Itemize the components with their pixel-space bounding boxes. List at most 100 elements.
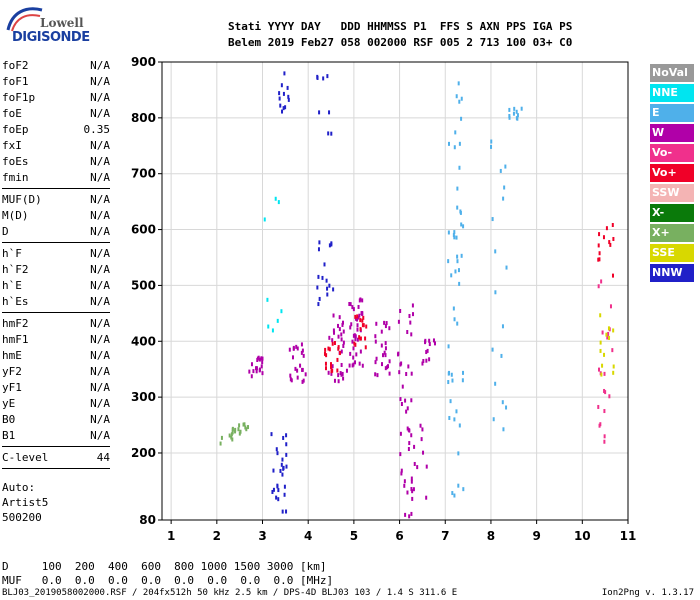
param-label: MUF(D) — [2, 193, 42, 206]
echo-point — [458, 423, 461, 428]
param-label: hmE — [2, 349, 22, 362]
echo-point — [337, 334, 340, 339]
echo-point — [598, 423, 601, 428]
echo-point — [410, 332, 413, 337]
param-label: h`F — [2, 247, 22, 260]
echo-point — [359, 327, 362, 332]
x-tick-label: 5 — [350, 529, 358, 543]
param-row: B0 N/A — [2, 412, 110, 428]
echo-point — [597, 404, 600, 409]
param-value: N/A — [90, 209, 110, 222]
echo-point — [460, 96, 463, 101]
param-value: N/A — [90, 429, 110, 442]
echo-point — [302, 378, 305, 383]
echo-point — [304, 372, 307, 377]
echo-point — [356, 337, 359, 342]
distance-row: D 100 200 400 600 800 1000 1500 3000 [km… — [2, 560, 327, 573]
echo-point — [456, 321, 459, 326]
echo-point — [256, 358, 259, 363]
echo-point — [317, 274, 320, 279]
echo-point — [425, 495, 428, 500]
legend-item-vo-: Vo+ — [650, 164, 694, 182]
echo-point — [450, 372, 453, 377]
echo-point — [599, 340, 602, 345]
echo-point — [400, 468, 403, 473]
echo-point — [282, 465, 285, 470]
echo-point — [384, 324, 387, 329]
echo-point — [276, 451, 279, 456]
echo-point — [403, 479, 406, 484]
auto-code: 500200 — [2, 511, 42, 524]
echo-point — [330, 371, 333, 376]
echo-point — [332, 313, 335, 318]
y-tick-label: 500 — [131, 278, 156, 292]
echo-point — [421, 427, 424, 432]
param-value: N/A — [90, 397, 110, 410]
echo-point — [411, 489, 414, 494]
echo-point — [501, 324, 504, 329]
param-row: h`Es N/A — [2, 294, 110, 310]
echo-point — [383, 350, 386, 355]
echo-point — [382, 353, 385, 358]
echo-point — [288, 347, 291, 352]
param-separator — [2, 188, 110, 189]
echo-point — [380, 362, 383, 367]
echo-point — [278, 91, 281, 96]
echo-point — [327, 131, 330, 136]
echo-point — [277, 497, 280, 502]
echo-point — [457, 81, 460, 86]
echo-point — [408, 313, 411, 318]
echo-point — [285, 442, 288, 447]
param-label: C-level — [2, 451, 49, 464]
echo-point — [272, 487, 275, 492]
echo-point — [291, 355, 294, 360]
echo-point — [502, 196, 505, 201]
x-tick-label: 9 — [532, 529, 540, 543]
echo-point — [250, 362, 253, 367]
echo-point — [400, 402, 403, 407]
y-tick-label: 800 — [131, 111, 156, 125]
echo-point — [360, 311, 363, 316]
echo-point — [383, 320, 386, 325]
echo-point — [228, 433, 231, 438]
echo-point — [458, 165, 461, 170]
echo-point — [422, 450, 425, 455]
echo-point — [328, 243, 331, 248]
echo-point — [323, 351, 326, 356]
param-row: fmin N/A — [2, 170, 110, 186]
echo-point — [604, 390, 607, 395]
echo-point — [406, 406, 409, 411]
echo-point — [351, 339, 354, 344]
echo-point — [340, 349, 343, 354]
echo-point — [403, 483, 406, 488]
echo-point — [408, 514, 411, 519]
echo-point — [374, 334, 377, 339]
echo-point — [359, 318, 362, 323]
echo-point — [612, 364, 615, 369]
echo-point — [398, 370, 401, 375]
echo-point — [612, 370, 615, 375]
echo-point — [301, 367, 304, 372]
param-row: hmF2 N/A — [2, 316, 110, 332]
footer-file-info: BLJ03_2019058002000.RSF / 204fx512h 50 k… — [2, 588, 458, 598]
y-tick-label: 600 — [131, 223, 156, 237]
param-row: h`F2 N/A — [2, 262, 110, 278]
echo-point — [282, 435, 285, 440]
echo-point — [364, 336, 367, 341]
echo-point — [340, 372, 343, 377]
echo-point — [456, 254, 459, 259]
echo-point — [337, 379, 340, 384]
echo-point — [281, 457, 284, 462]
echo-point — [603, 388, 606, 393]
echo-point — [357, 304, 360, 309]
param-label: B0 — [2, 413, 16, 426]
echo-point — [456, 186, 459, 191]
echo-point — [409, 320, 412, 325]
echo-point — [243, 422, 246, 427]
echo-point — [230, 435, 233, 440]
echo-point — [337, 323, 340, 328]
header-values: Belem 2019 Feb27 058 002000 RSF 005 2 71… — [228, 36, 573, 49]
echo-point — [258, 357, 261, 362]
echo-point — [500, 353, 503, 358]
echo-point — [516, 116, 519, 121]
